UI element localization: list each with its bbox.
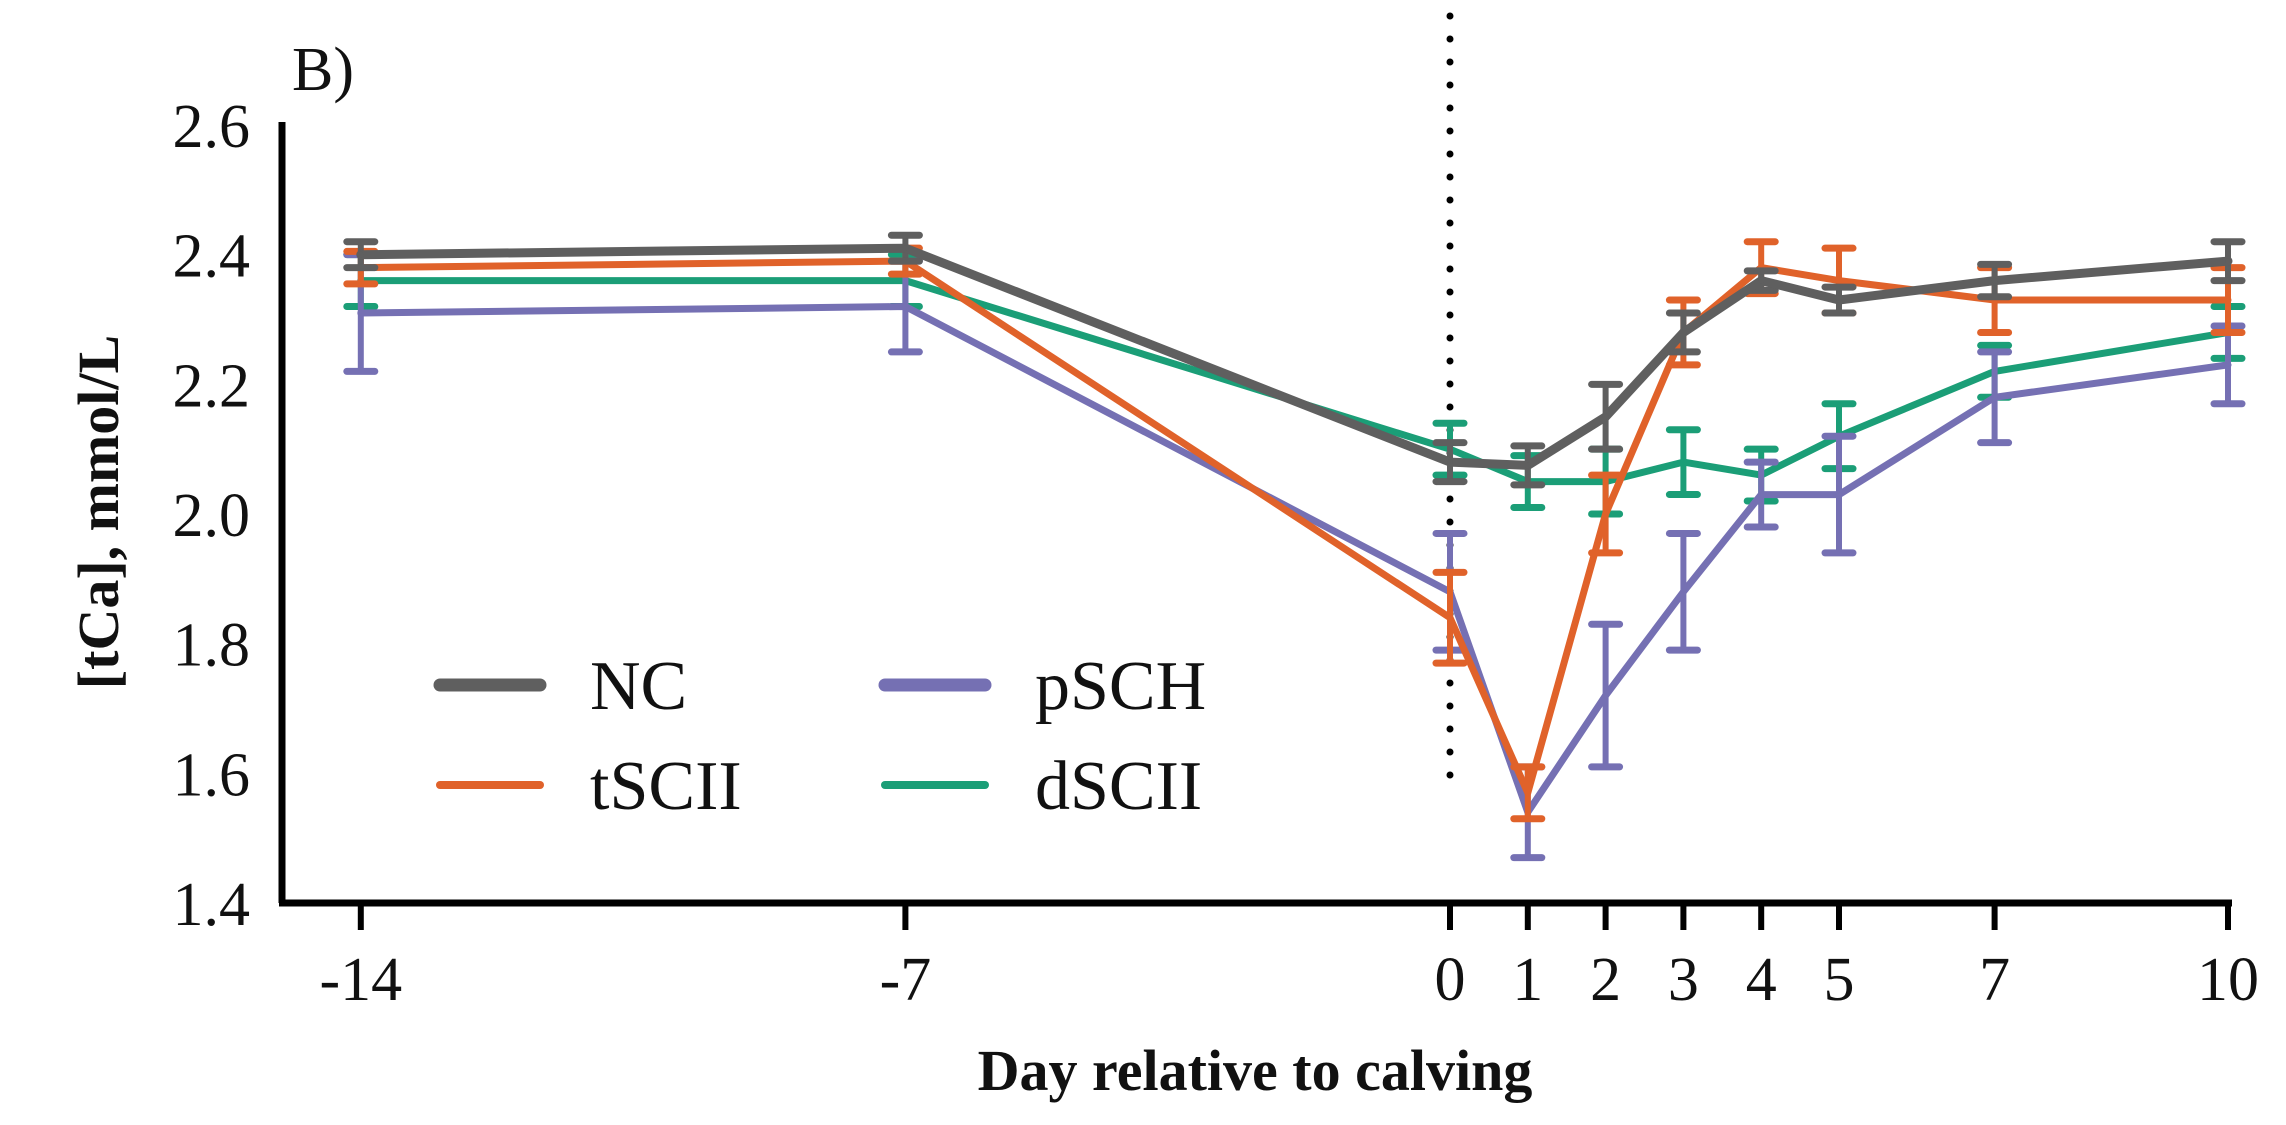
data-point bbox=[1680, 588, 1687, 595]
series-layer bbox=[343, 231, 2246, 862]
x-tick-labels: -14 -7 0 1 2 3 4 5 7 10 bbox=[319, 903, 2259, 1014]
legend-label: tSCII bbox=[590, 748, 742, 825]
legend-label: NC bbox=[590, 648, 687, 725]
data-point bbox=[1836, 297, 1842, 304]
series-line-psch bbox=[357, 303, 2232, 816]
legend-item-psch: pSCH bbox=[878, 648, 1206, 725]
y-tick-label: 1.6 bbox=[173, 741, 251, 809]
data-point bbox=[1836, 277, 1842, 284]
data-point bbox=[2225, 258, 2231, 265]
legend-item-nc: NC bbox=[433, 648, 687, 725]
y-tick-label: 2.6 bbox=[173, 93, 251, 161]
data-point bbox=[2225, 297, 2231, 304]
data-point bbox=[1447, 614, 1453, 621]
x-tick-label: 2 bbox=[1590, 946, 1621, 1014]
legend-label: dSCII bbox=[1035, 748, 1202, 825]
x-tick-label: 1 bbox=[1512, 946, 1543, 1014]
x-tick-label: 10 bbox=[2197, 946, 2259, 1014]
data-point bbox=[1602, 692, 1609, 699]
data-point bbox=[1524, 789, 1531, 796]
data-point bbox=[1991, 277, 1998, 284]
data-point bbox=[1758, 277, 1765, 284]
series-tscii bbox=[343, 238, 2246, 823]
data-point bbox=[357, 310, 364, 317]
data-point bbox=[1758, 491, 1765, 498]
y-axis-title: [tCa], mmol/L bbox=[66, 335, 131, 689]
data-point bbox=[1602, 511, 1609, 517]
y-tick-label: 2.0 bbox=[173, 482, 251, 550]
y-tick-label: 1.8 bbox=[173, 612, 251, 680]
data-point bbox=[902, 303, 909, 310]
x-axis-title: Day relative to calving bbox=[978, 1038, 1533, 1103]
data-point bbox=[1836, 491, 1842, 498]
legend-item-tscii: tSCII bbox=[436, 748, 742, 825]
y-tick-label: 2.2 bbox=[173, 352, 251, 420]
data-point bbox=[1447, 459, 1453, 466]
x-tick-label: -7 bbox=[880, 946, 932, 1014]
data-point bbox=[1680, 329, 1687, 336]
x-tick-label: 7 bbox=[1979, 946, 2010, 1014]
legend-label: pSCH bbox=[1035, 648, 1206, 725]
x-tick-label: -14 bbox=[319, 946, 402, 1014]
data-point bbox=[902, 245, 909, 252]
data-point bbox=[1991, 394, 1998, 401]
axes bbox=[278, 122, 2232, 907]
data-point bbox=[2225, 361, 2231, 368]
legend: NC pSCH tSCII dSCII bbox=[433, 648, 1206, 825]
x-tick-label: 3 bbox=[1668, 946, 1699, 1014]
legend-item-dscii: dSCII bbox=[881, 748, 1202, 825]
panel-label: B) bbox=[292, 36, 354, 104]
y-tick-label: 2.4 bbox=[173, 223, 251, 291]
data-point bbox=[357, 251, 364, 258]
y-tick-label: 1.4 bbox=[173, 871, 251, 939]
y-tick-labels: 1.4 1.6 1.8 2.0 2.2 2.4 2.6 bbox=[173, 93, 251, 939]
x-tick-label: 5 bbox=[1824, 946, 1855, 1014]
series-line-nc bbox=[356, 243, 2233, 470]
x-tick-label: 0 bbox=[1435, 946, 1466, 1014]
data-point bbox=[1680, 459, 1687, 466]
series-nc bbox=[343, 231, 2246, 489]
data-point bbox=[1602, 413, 1609, 420]
data-point bbox=[1524, 462, 1531, 469]
series-line-dscii bbox=[357, 277, 2232, 486]
series-psch bbox=[343, 251, 2246, 862]
x-tick-label: 4 bbox=[1746, 946, 1777, 1014]
